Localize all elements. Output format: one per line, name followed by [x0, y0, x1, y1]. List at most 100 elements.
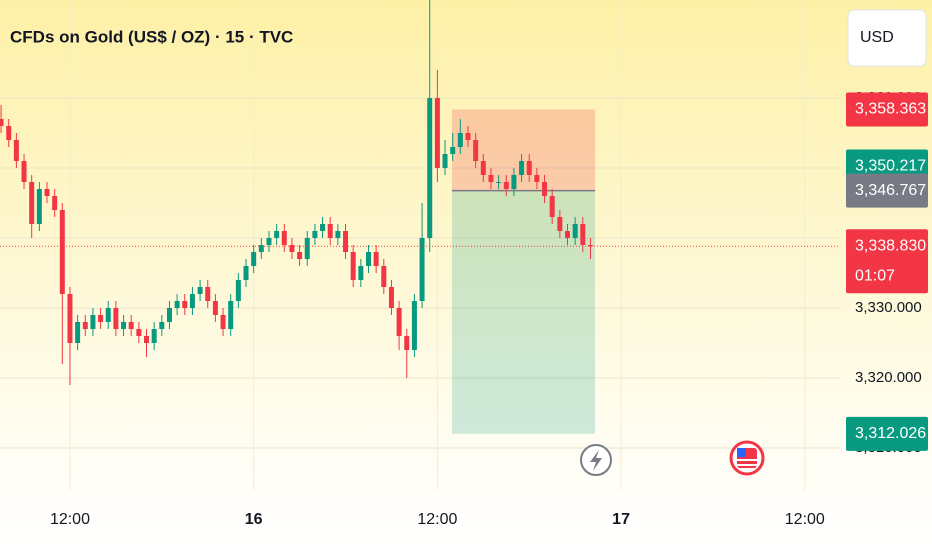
candle: [220, 308, 226, 336]
candle-body: [13, 140, 19, 161]
countdown: 01:07: [855, 267, 895, 284]
candle-body: [274, 231, 280, 238]
price-tag: [846, 92, 928, 127]
candle: [121, 315, 127, 336]
x-tick-label: 12:00: [417, 511, 457, 528]
candle-body: [44, 189, 50, 196]
candle: [480, 154, 486, 182]
candle-body: [542, 182, 548, 196]
candle-body: [411, 301, 417, 350]
x-tick-label: 12:00: [50, 511, 90, 528]
candle: [0, 105, 4, 133]
candle-body: [457, 133, 463, 147]
price-tag-label: 3,350.217: [855, 158, 926, 175]
candle: [511, 168, 517, 196]
candle-body: [572, 224, 578, 238]
candle: [212, 294, 218, 322]
candle: [136, 322, 142, 343]
lightning: [590, 450, 602, 471]
candle: [251, 245, 257, 273]
candle: [13, 133, 19, 168]
candle-body: [465, 133, 471, 140]
candle: [465, 126, 471, 147]
price-tag-label: 3,358.363: [855, 101, 926, 118]
candle: [327, 217, 333, 245]
candle-body: [281, 231, 287, 245]
candle: [98, 308, 104, 329]
candle-body: [304, 238, 310, 259]
candle-body: [480, 161, 486, 175]
candle-body: [182, 301, 188, 308]
candle-body: [519, 161, 525, 175]
candle: [105, 301, 111, 329]
candle: [542, 175, 548, 203]
candle-body: [404, 336, 410, 350]
x-tick-label: 12:00: [785, 511, 825, 528]
candle: [258, 238, 264, 259]
candle: [373, 245, 379, 273]
candle-body: [21, 161, 27, 182]
candle-body: [36, 189, 42, 224]
candle-body: [67, 294, 73, 343]
candle: [174, 294, 180, 315]
candle: [52, 189, 58, 217]
candle: [434, 70, 440, 182]
candle: [565, 224, 571, 245]
candle-body: [343, 231, 349, 252]
candle: [29, 175, 35, 238]
candle-body: [488, 175, 494, 182]
candle-body: [580, 224, 586, 245]
candle: [75, 315, 81, 350]
candle-body: [526, 161, 532, 175]
candle: [90, 308, 96, 336]
candle-body: [511, 175, 517, 189]
candle: [404, 329, 410, 378]
candle: [182, 294, 188, 315]
candle: [197, 280, 203, 301]
candle-body: [151, 329, 157, 343]
event-icon[interactable]: [580, 444, 612, 476]
candle: [411, 294, 417, 357]
candle: [304, 231, 310, 266]
price-tag: [846, 416, 928, 451]
candle-body: [251, 252, 257, 266]
candle: [128, 315, 134, 336]
candle: [59, 203, 65, 364]
candle-body: [136, 329, 142, 336]
candle-body: [473, 140, 479, 161]
candle-body: [350, 252, 356, 280]
candle-body: [166, 308, 172, 322]
candle-body: [365, 252, 371, 266]
currency-label[interactable]: USD: [860, 29, 894, 46]
candle-body: [212, 301, 218, 315]
candle: [358, 259, 364, 287]
candle: [419, 203, 425, 308]
candle: [266, 231, 272, 252]
flag-icon[interactable]: [729, 440, 765, 476]
currency-button[interactable]: [847, 9, 927, 67]
candle-body: [419, 238, 425, 301]
candle: [572, 217, 578, 245]
price-tag-label: 3,338.830: [855, 237, 926, 254]
candle-body: [335, 231, 341, 238]
candle: [526, 154, 532, 182]
candle-body: [174, 301, 180, 308]
candle-body: [29, 182, 35, 224]
candle-body: [503, 182, 509, 189]
candle-body: [228, 301, 234, 329]
candle: [235, 273, 241, 308]
candle-body: [197, 287, 203, 294]
candle: [189, 287, 195, 315]
candle-body: [243, 266, 249, 280]
candle-body: [358, 266, 364, 280]
candle: [67, 287, 73, 385]
candle-body: [565, 231, 571, 238]
candle-body: [220, 315, 226, 329]
y-tick-label: 3,320.000: [855, 369, 922, 386]
candle-body: [496, 182, 502, 183]
candle-body: [82, 322, 88, 329]
candle: [36, 182, 42, 231]
candle-body: [98, 315, 104, 322]
